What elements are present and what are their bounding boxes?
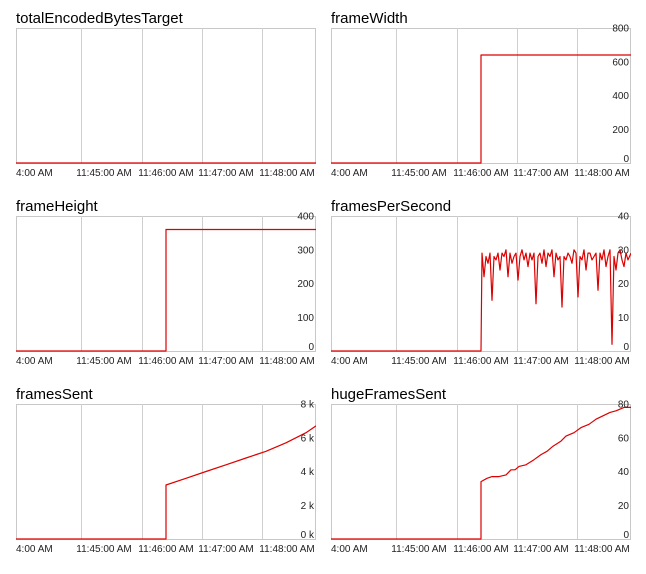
x-tick-label: 11:48:00 AM <box>259 356 314 367</box>
y-tick-label: 800 <box>612 24 629 35</box>
x-tick-label: 11:47:00 AM <box>198 356 253 367</box>
chart-panel-5: hugeFramesSent 80 60 40 20 0 4:00 AM 11:45:00 A… <box>331 386 631 574</box>
x-tick-label: 11:45:00 AM <box>391 168 446 179</box>
chart-svg: 800 600 400 200 0 4:00 AM 11:45:00 AM 11:46:00 … <box>331 24 631 179</box>
chart-panel-4: framesSent 8 k 6 k 4 k 2 k 0 k 4:00 AM 11:45:00… <box>16 386 316 574</box>
chart-title: frameWidth <box>331 10 408 27</box>
y-tick-label: 300 <box>297 245 314 256</box>
y-tick-label: 80 <box>618 400 630 411</box>
x-tick-label: 11:46:00 AM <box>453 356 508 367</box>
y-tick-label: 0 k <box>301 530 315 541</box>
x-tick-label: 11:48:00 AM <box>574 544 629 555</box>
y-tick-label: 200 <box>612 125 629 136</box>
chart-panel-3: framesPerSecond 40 30 20 10 0 4:00 AM 11:45:00 … <box>331 198 631 386</box>
y-tick-label: 0 <box>623 530 629 541</box>
x-tick-label: 4:00 AM <box>331 168 368 179</box>
y-tick-label: 0 <box>623 342 629 353</box>
x-tick-label: 11:47:00 AM <box>513 356 568 367</box>
y-tick-label: 2 k <box>301 501 315 512</box>
y-tick-label: 4 k <box>301 467 315 478</box>
x-tick-label: 11:45:00 AM <box>76 356 131 367</box>
x-tick-label: 11:47:00 AM <box>198 168 253 179</box>
y-tick-label: 30 <box>618 245 630 256</box>
y-tick-label: 20 <box>618 279 630 290</box>
chart-panel-0: totalEncodedBytesTarget 4:00 AM 11:45:00 A… <box>16 10 316 198</box>
chart-svg: 40 30 20 10 0 4:00 AM 11:45:00 AM 11:46:00 AM 11… <box>331 212 631 367</box>
x-tick-label: 11:46:00 AM <box>138 168 193 179</box>
x-tick-label: 11:48:00 AM <box>259 544 314 555</box>
y-tick-label: 60 <box>618 433 630 444</box>
x-tick-label: 4:00 AM <box>16 544 53 555</box>
y-tick-label: 40 <box>618 212 630 223</box>
y-tick-label: 400 <box>297 212 314 223</box>
x-tick-label: 4:00 AM <box>331 544 368 555</box>
x-tick-label: 4:00 AM <box>331 356 368 367</box>
y-tick-label: 600 <box>612 57 629 68</box>
chart-title: hugeFramesSent <box>331 386 447 403</box>
series-line <box>16 425 316 540</box>
chart-title: framesPerSecond <box>331 198 452 215</box>
chart-svg: 80 60 40 20 0 4:00 AM 11:45:00 AM 11:46:00 AM 11… <box>331 400 631 555</box>
chart-title: totalEncodedBytesTarget <box>16 10 183 27</box>
y-tick-label: 40 <box>618 467 630 478</box>
x-tick-label: 4:00 AM <box>16 356 53 367</box>
y-tick-label: 20 <box>618 501 630 512</box>
x-tick-label: 11:48:00 AM <box>259 168 314 179</box>
x-tick-label: 11:47:00 AM <box>513 544 568 555</box>
chart-svg: 4:00 AM 11:45:00 AM 11:46:00 AM 11:47:00 AM… <box>16 28 316 179</box>
x-tick-label: 11:45:00 AM <box>76 544 131 555</box>
chart-title: framesSent <box>16 386 93 403</box>
series-line <box>331 54 631 164</box>
y-tick-label: 400 <box>612 91 629 102</box>
x-tick-label: 11:46:00 AM <box>453 544 508 555</box>
x-tick-label: 11:46:00 AM <box>453 168 508 179</box>
chart-svg: 8 k 6 k 4 k 2 k 0 k 4:00 AM 11:45:00 AM 11:46:0… <box>16 400 316 555</box>
y-tick-label: 0 <box>623 154 629 165</box>
y-tick-label: 8 k <box>301 400 315 411</box>
y-tick-label: 200 <box>297 279 314 290</box>
y-tick-label: 100 <box>297 313 314 324</box>
x-tick-label: 11:45:00 AM <box>391 544 446 555</box>
x-tick-label: 11:47:00 AM <box>198 544 253 555</box>
x-tick-label: 11:48:00 AM <box>574 168 629 179</box>
chart-title: frameHeight <box>16 198 98 215</box>
x-tick-label: 11:45:00 AM <box>391 356 446 367</box>
plot-frame <box>16 28 316 164</box>
x-tick-label: 11:46:00 AM <box>138 356 193 367</box>
series-line <box>331 249 631 352</box>
y-tick-label: 10 <box>618 313 630 324</box>
chart-panel-2: frameHeight 400 300 200 100 0 4:00 AM 11:45:00 … <box>16 198 316 386</box>
x-tick-label: 11:45:00 AM <box>76 168 131 179</box>
x-tick-label: 11:48:00 AM <box>574 356 629 367</box>
x-tick-label: 4:00 AM <box>16 168 53 179</box>
y-tick-label: 0 <box>308 342 314 353</box>
x-tick-label: 11:47:00 AM <box>513 168 568 179</box>
x-tick-label: 11:46:00 AM <box>138 544 193 555</box>
chart-panel-1: frameWidth 800 600 400 200 0 4:00 AM 11:45:00 A… <box>331 10 631 198</box>
chart-svg: 400 300 200 100 0 4:00 AM 11:45:00 AM 11:46:00 … <box>16 212 316 367</box>
y-tick-label: 6 k <box>301 433 315 444</box>
series-line <box>16 228 316 352</box>
series-line <box>331 406 631 540</box>
